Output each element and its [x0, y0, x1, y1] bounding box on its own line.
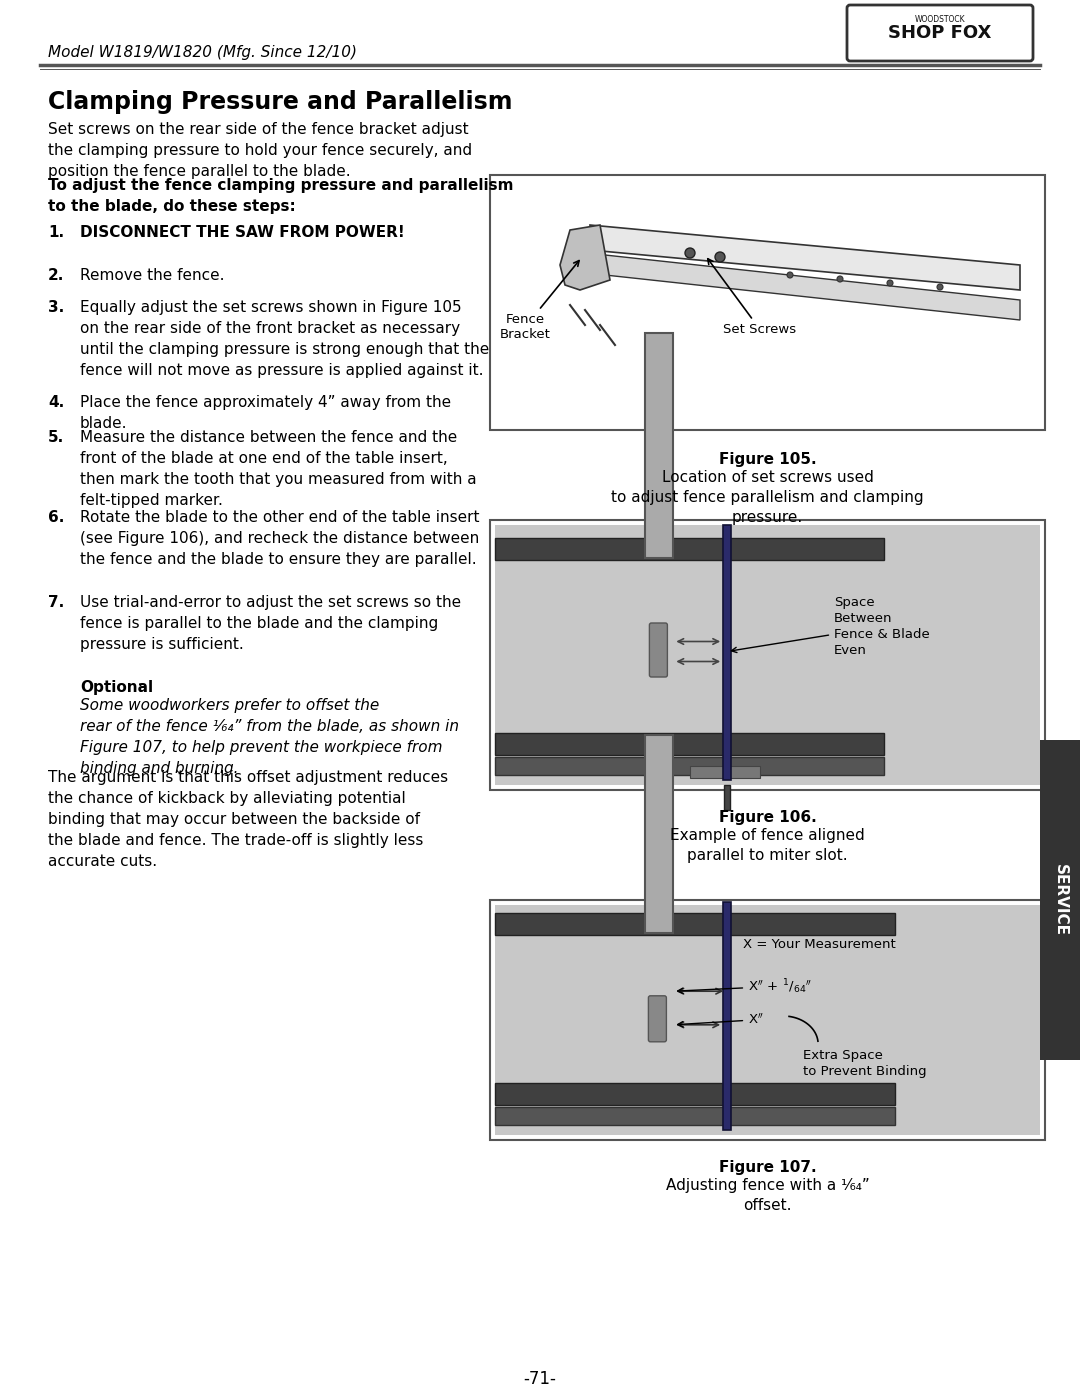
Text: Set Screws: Set Screws — [707, 258, 797, 337]
Circle shape — [837, 277, 843, 282]
Bar — [490, 175, 1045, 430]
Bar — [495, 733, 883, 754]
Text: To adjust the fence clamping pressure and parallelism
to the blade, do these ste: To adjust the fence clamping pressure an… — [48, 177, 513, 214]
Text: 5.: 5. — [48, 430, 64, 446]
Text: The argument is that this offset adjustment reduces
the chance of kickback by al: The argument is that this offset adjustm… — [48, 770, 448, 869]
Text: :: : — [138, 680, 148, 694]
Text: Adjusting fence with a ¹⁄₆₄”
offset.: Adjusting fence with a ¹⁄₆₄” offset. — [665, 1178, 869, 1213]
Bar — [690, 766, 760, 778]
Bar — [495, 757, 883, 775]
Text: Extra Space
to Prevent Binding: Extra Space to Prevent Binding — [804, 1049, 927, 1077]
Circle shape — [887, 279, 893, 286]
Bar — [495, 1083, 894, 1105]
Text: Space
Between
Fence & Blade
Even: Space Between Fence & Blade Even — [731, 597, 930, 657]
Text: Use trial-and-error to adjust the set screws so the
fence is parallel to the bla: Use trial-and-error to adjust the set sc… — [80, 595, 461, 652]
Text: Clamping Pressure and Parallelism: Clamping Pressure and Parallelism — [48, 89, 513, 115]
Bar — [724, 525, 731, 780]
Text: 2.: 2. — [48, 268, 65, 284]
Text: 6.: 6. — [48, 510, 65, 525]
Bar — [1040, 740, 1080, 1060]
Circle shape — [787, 272, 793, 278]
Circle shape — [685, 249, 696, 258]
Bar — [724, 902, 731, 1130]
Bar — [724, 785, 730, 810]
Text: DISCONNECT THE SAW FROM POWER!: DISCONNECT THE SAW FROM POWER! — [80, 225, 405, 240]
Text: WOODSTOCK: WOODSTOCK — [915, 15, 966, 25]
Polygon shape — [590, 225, 1020, 291]
Text: 3.: 3. — [48, 300, 64, 314]
Text: Model W1819/W1820 (Mfg. Since 12/10): Model W1819/W1820 (Mfg. Since 12/10) — [48, 45, 357, 60]
Text: X = Your Measurement: X = Your Measurement — [743, 939, 895, 951]
FancyBboxPatch shape — [847, 6, 1032, 61]
FancyBboxPatch shape — [649, 623, 667, 678]
Text: Fence
Bracket: Fence Bracket — [500, 261, 579, 341]
Text: 1.: 1. — [48, 225, 64, 240]
Text: Figure 105.: Figure 105. — [718, 453, 816, 467]
Bar — [490, 520, 1045, 789]
Text: Place the fence approximately 4” away from the
blade.: Place the fence approximately 4” away fr… — [80, 395, 451, 432]
Text: Example of fence aligned
parallel to miter slot.: Example of fence aligned parallel to mit… — [670, 828, 865, 863]
Text: Remove the fence.: Remove the fence. — [80, 268, 225, 284]
Polygon shape — [561, 225, 610, 291]
Text: 4.: 4. — [48, 395, 64, 409]
Text: Figure 106.: Figure 106. — [718, 810, 816, 826]
Bar — [495, 1106, 894, 1125]
Text: X$''$: X$''$ — [678, 1013, 765, 1027]
Bar — [490, 900, 1045, 1140]
Bar — [646, 332, 674, 557]
Text: 7.: 7. — [48, 595, 64, 610]
Bar — [495, 914, 894, 935]
Circle shape — [715, 251, 725, 263]
Text: X$''$ + $^1$/$_{64}$$''$: X$''$ + $^1$/$_{64}$$''$ — [678, 977, 812, 996]
Text: -71-: -71- — [524, 1370, 556, 1389]
Text: SHOP FOX: SHOP FOX — [889, 24, 991, 42]
Bar — [495, 538, 883, 560]
Bar — [495, 905, 1040, 1134]
Text: Location of set screws used
to adjust fence parallelism and clamping
pressure.: Location of set screws used to adjust fe… — [611, 469, 923, 525]
Bar — [495, 525, 1040, 785]
Text: Some woodworkers prefer to offset the
rear of the fence ¹⁄₆₄” from the blade, as: Some woodworkers prefer to offset the re… — [80, 698, 459, 775]
Text: Optional: Optional — [80, 680, 153, 694]
Text: Set screws on the rear side of the fence bracket adjust
the clamping pressure to: Set screws on the rear side of the fence… — [48, 122, 472, 179]
Circle shape — [937, 284, 943, 291]
FancyBboxPatch shape — [648, 996, 666, 1042]
Text: Equally adjust the set screws shown in Figure 105
on the rear side of the front : Equally adjust the set screws shown in F… — [80, 300, 489, 379]
Text: Rotate the blade to the other end of the table insert
(see Figure 106), and rech: Rotate the blade to the other end of the… — [80, 510, 480, 567]
Text: Measure the distance between the fence and the
front of the blade at one end of : Measure the distance between the fence a… — [80, 430, 476, 509]
Polygon shape — [605, 256, 1020, 320]
Text: Figure 107.: Figure 107. — [718, 1160, 816, 1175]
Text: SERVICE: SERVICE — [1053, 863, 1067, 936]
Bar — [646, 735, 674, 933]
